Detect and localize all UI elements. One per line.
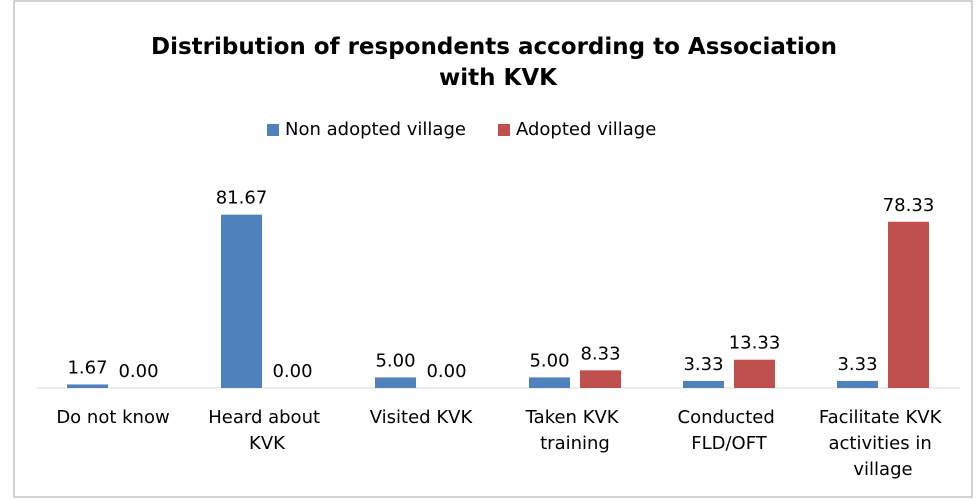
- bar: [837, 380, 878, 388]
- chart-frame: [13, 0, 973, 498]
- data-label: 81.67: [216, 188, 268, 209]
- bar: [683, 380, 724, 388]
- x-tick-label: Heard about KVK: [208, 407, 326, 454]
- data-label: 8.33: [580, 343, 620, 364]
- legend-swatch: [267, 124, 279, 136]
- bar: [888, 221, 929, 388]
- data-label: 5.00: [375, 350, 415, 371]
- legend-label: Adopted village: [516, 119, 656, 140]
- bar: [67, 384, 108, 388]
- legend-swatch: [497, 124, 510, 136]
- data-label: 78.33: [883, 195, 935, 216]
- legend-label: Non adopted village: [285, 119, 466, 140]
- data-label: 0.00: [272, 361, 312, 382]
- x-tick-label: Do not know: [56, 407, 169, 428]
- x-tick-label: Taken KVK training: [525, 407, 625, 454]
- data-label: 5.00: [529, 350, 569, 371]
- x-tick-label: Visited KVK: [370, 407, 474, 428]
- x-tick-label: Facilitate KVK activities in village: [819, 407, 947, 480]
- x-tick-label: Conducted FLD/OFT: [678, 407, 781, 454]
- data-label: 0.00: [118, 361, 158, 382]
- bar: [221, 214, 262, 388]
- data-label: 0.00: [426, 361, 466, 382]
- data-label: 3.33: [683, 354, 723, 375]
- bar: [529, 377, 570, 388]
- data-label: 1.67: [67, 357, 107, 378]
- chart-title: Distribution of respondents according to…: [151, 34, 845, 91]
- bar: [734, 359, 775, 388]
- data-label: 13.33: [729, 333, 781, 354]
- bar: [580, 370, 621, 388]
- data-label: 3.33: [837, 354, 877, 375]
- bar: [375, 377, 416, 388]
